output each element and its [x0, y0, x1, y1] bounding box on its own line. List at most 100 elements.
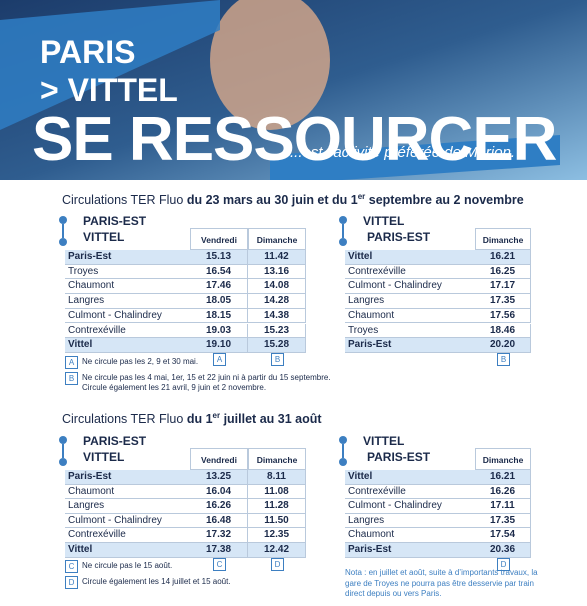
time: 11.50 [248, 513, 306, 529]
time: 18.05 [190, 294, 248, 309]
route-stop: VITTEL [83, 450, 125, 464]
header-art [0, 0, 587, 190]
time: 11.42 [248, 250, 306, 265]
time: 16.25 [475, 264, 531, 280]
column-header: Dimanche [248, 228, 306, 250]
station: Langres [65, 294, 190, 309]
station: Chaumont [345, 309, 475, 324]
time: 8.11 [248, 470, 306, 485]
time: 17.35 [475, 294, 531, 309]
time: 19.10 [190, 338, 248, 353]
station: Vittel [345, 250, 475, 265]
time: 14.28 [248, 294, 306, 309]
route-line [342, 224, 344, 238]
route-stop: PARIS-EST [83, 434, 147, 448]
note-code: C [213, 557, 226, 571]
title-bold: du 23 mars au 30 juin et du 1 [186, 193, 358, 208]
station: Langres [345, 514, 475, 529]
time: 15.23 [248, 323, 306, 339]
time: 15.13 [190, 250, 248, 265]
route-stop: VITTEL [363, 434, 405, 448]
column-header: Vendredi [190, 448, 248, 470]
time: 17.46 [190, 279, 248, 295]
note-code: B [497, 352, 510, 366]
time: 17.56 [475, 308, 531, 324]
title-prefix: Circulations TER Fluo [62, 193, 184, 208]
footnote-code: D [65, 576, 78, 589]
station: Contrexéville [345, 265, 475, 280]
station: Culmont - Chalindrey [65, 514, 190, 529]
header-line2: > VITTEL [40, 72, 178, 108]
note-code: D [271, 557, 284, 571]
station: Troyes [65, 265, 190, 280]
time: 20.36 [475, 543, 531, 558]
column-header: Dimanche [475, 228, 531, 250]
time: 16.26 [475, 484, 531, 500]
route-stop: PARIS-EST [367, 450, 431, 464]
route-pin [339, 458, 347, 466]
route-pin [59, 216, 67, 224]
header-line1: PARIS [40, 34, 136, 70]
column-header: Dimanche [248, 448, 306, 470]
time: 17.38 [190, 543, 248, 558]
station: Paris-Est [345, 338, 475, 353]
station: Culmont - Chalindrey [345, 279, 475, 295]
station: Troyes [345, 324, 475, 339]
station: Paris-Est [65, 470, 190, 485]
route-line [62, 444, 64, 458]
note-code: D [497, 557, 510, 571]
station: Culmont - Chalindrey [345, 499, 475, 514]
route-pin [59, 458, 67, 466]
station: Vittel [65, 543, 190, 558]
time: 16.26 [190, 499, 248, 514]
title-bold: du 1 [186, 412, 213, 427]
time: 16.21 [475, 470, 531, 485]
note: Nota : en juillet et août, suite à d’imp… [345, 568, 538, 598]
time: 13.25 [190, 470, 248, 485]
title-rest: septembre au 2 novembre [368, 193, 524, 208]
route-pin [339, 436, 347, 444]
time: 15.28 [248, 338, 306, 353]
time: 14.38 [248, 308, 306, 324]
route-stop: PARIS-EST [367, 230, 431, 244]
time: 16.04 [190, 484, 248, 500]
time: 16.48 [190, 513, 248, 529]
route-line [342, 444, 344, 458]
tagline: ...est l’activité préférée de Marion. [290, 144, 516, 161]
time: 16.21 [475, 250, 531, 265]
station: Langres [345, 294, 475, 309]
time: 17.17 [475, 279, 531, 295]
footnote-code: C [65, 560, 78, 573]
note-code: B [271, 352, 284, 366]
time: 18.46 [475, 323, 531, 339]
route-line [62, 224, 64, 238]
footnote-text: Ne circule pas les 2, 9 et 30 mai. [82, 357, 199, 366]
footnote-text: Ne circule pas le 15 août. [82, 561, 173, 570]
footnote-code: A [65, 356, 78, 369]
column-header: Dimanche [475, 448, 531, 470]
section-title: Circulations TER Fluo du 1er juillet au … [62, 411, 322, 426]
time: 11.08 [248, 484, 306, 500]
time: 14.08 [248, 279, 306, 295]
title-sup: er [357, 192, 366, 201]
station: Chaumont [65, 279, 190, 295]
time: 17.32 [190, 528, 248, 543]
headline: SE RESSOURCER [32, 105, 557, 174]
station: Culmont - Chalindrey [65, 309, 190, 324]
time: 17.11 [475, 499, 531, 514]
footnote-code: B [65, 372, 78, 385]
station: Contrexéville [345, 485, 475, 500]
time: 12.42 [248, 543, 306, 558]
station: Paris-Est [345, 543, 475, 558]
route-pin [339, 238, 347, 246]
route-pin [59, 436, 67, 444]
time: 17.54 [475, 528, 531, 543]
time: 17.35 [475, 513, 531, 529]
section-title: Circulations TER Fluo du 23 mars au 30 j… [62, 192, 524, 207]
column-header: Vendredi [190, 228, 248, 250]
time: 16.54 [190, 264, 248, 280]
station: Chaumont [345, 528, 475, 543]
note-code: A [213, 352, 226, 366]
route-pin [339, 216, 347, 224]
